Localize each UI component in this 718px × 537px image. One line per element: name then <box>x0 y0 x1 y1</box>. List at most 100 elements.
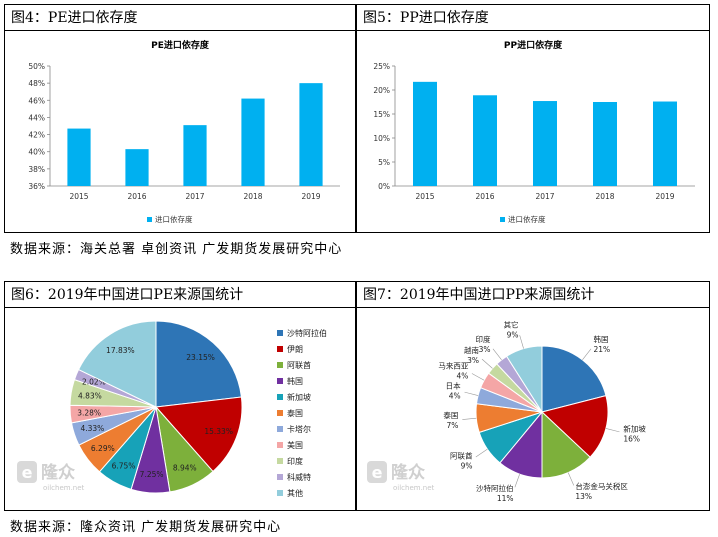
x-tick-label: 2015 <box>69 192 88 201</box>
slice-name-label: 马来西亚 <box>438 362 468 371</box>
legend-label: 印度 <box>287 456 303 466</box>
data-label: 3.28% <box>77 409 101 418</box>
leader-line <box>481 358 493 369</box>
y-tick-label: 42% <box>28 131 45 140</box>
y-tick-label: 50% <box>28 62 45 71</box>
data-label: 6.75% <box>112 462 136 471</box>
x-tick-label: 2018 <box>243 192 262 201</box>
data-label: 4% <box>456 372 468 381</box>
legend-label: 卡塔尔 <box>287 424 311 434</box>
legend-label: 其他 <box>287 488 303 498</box>
data-label: 4% <box>449 392 461 401</box>
legend-swatch <box>277 442 283 448</box>
data-label: 15.33% <box>204 427 233 436</box>
leader-line <box>605 428 620 433</box>
legend-swatch <box>277 378 283 384</box>
legend-swatch <box>277 410 283 416</box>
y-tick-label: 5% <box>378 158 390 167</box>
legend-swatch <box>277 490 283 496</box>
y-tick-label: 0% <box>378 182 390 191</box>
watermark-site: oilchem.net <box>43 484 85 492</box>
watermark-brand: 隆众 <box>41 462 76 483</box>
pie-slice <box>154 396 243 473</box>
pie-slice <box>541 345 607 413</box>
legend-swatch <box>277 330 283 336</box>
bar <box>533 101 557 186</box>
slice-name-label: 越南 <box>464 345 479 355</box>
x-tick-label: 2019 <box>301 192 320 201</box>
x-tick-label: 2017 <box>535 192 554 201</box>
legend-swatch <box>277 474 283 480</box>
panel-title: 图5：PP进口依存度 <box>357 5 709 31</box>
data-label: 3% <box>467 356 479 365</box>
slice-name-label: 泰国 <box>443 410 458 420</box>
source-note: 数据来源：海关总署 卓创资讯 广发期货发展研究中心 <box>10 242 343 257</box>
slice-name-label: 新加坡 <box>623 423 646 433</box>
legend-label: 进口依存度 <box>155 214 193 224</box>
panel-fig5: 图5：PP进口依存度 PP进口依存度 0% 5% 10% 15% 20% 25% 2015 20… <box>356 4 710 233</box>
slice-name-label: 其它 <box>504 319 519 329</box>
leader-line <box>519 335 524 349</box>
panel-fig6: 图6：2019年中国进口PE来源国统计 e 隆众 oilchem.net 23.15%… <box>4 281 356 511</box>
leader-line <box>567 472 575 486</box>
data-label: 4.83% <box>78 392 102 401</box>
panel-title: 图7：2019年中国进口PP来源国统计 <box>357 282 709 308</box>
bar <box>653 101 677 186</box>
legend-label: 进口依存度 <box>508 214 546 224</box>
bar <box>473 95 497 186</box>
watermark-logo-letter: e <box>22 463 33 482</box>
legend-swatch <box>277 426 283 432</box>
watermark-logo-icon <box>17 461 37 483</box>
data-label: 9% <box>461 461 473 470</box>
y-tick-label: 20% <box>373 86 390 95</box>
y-tick-label: 38% <box>28 165 45 174</box>
pp-dependency-chart: PP进口依存度 0% 5% 10% 15% 20% 25% 2015 2016 2017 2018 2… <box>373 39 695 224</box>
y-tick-label: 25% <box>373 62 390 71</box>
pe-dependency-chart: PE进口依存度 36% 38% 40% 42% 44% 46% 48% 50% 2015 2016 2… <box>28 39 340 224</box>
watermark-brand: 隆众 <box>391 462 426 483</box>
data-label: 11% <box>497 494 514 503</box>
pie-slice <box>540 394 609 458</box>
legend-swatch <box>277 346 283 352</box>
leader-line <box>475 448 488 458</box>
leader-line <box>471 373 485 381</box>
legend-label: 科威特 <box>287 472 311 482</box>
bar <box>593 102 617 186</box>
leader-line <box>464 391 479 396</box>
x-tick-label: 2018 <box>595 192 614 201</box>
watermark-site: oilchem.net <box>393 484 435 492</box>
panel-fig4: 图4：PE进口依存度 PE进口依存度 36% 38% 40% 42% 44% 46% 48% 5… <box>4 4 356 233</box>
leader-line <box>582 348 592 361</box>
x-tick-label: 2015 <box>415 192 434 201</box>
panel-fig7: 图7：2019年中国进口PP来源国统计 e 隆众 oilchem.net 韩国 21% 新… <box>356 281 710 511</box>
bar <box>413 81 437 186</box>
panel-title: 图6：2019年中国进口PE来源国统计 <box>5 282 355 308</box>
legend-label: 阿联酋 <box>287 360 311 370</box>
legend-label: 新加坡 <box>287 392 311 402</box>
legend-swatch <box>277 458 283 464</box>
data-label: 21% <box>593 345 610 354</box>
data-label: 17.83% <box>106 346 135 355</box>
legend-label: 美国 <box>287 440 303 450</box>
chart-title: PE进口依存度 <box>151 39 210 51</box>
chart-title: PP进口依存度 <box>504 39 563 51</box>
watermark-logo-letter: e <box>372 463 383 482</box>
legend-swatch <box>277 362 283 368</box>
x-tick-label: 2019 <box>655 192 674 201</box>
bar <box>125 149 149 186</box>
slice-name-label: 沙特阿拉伯 <box>476 483 514 493</box>
data-label: 8.94% <box>173 464 197 473</box>
slice-name-label: 韩国 <box>593 334 608 344</box>
panel-title: 图4：PE进口依存度 <box>5 5 355 31</box>
legend-swatch <box>147 217 152 222</box>
leader-line <box>492 348 502 361</box>
data-label: 23.15% <box>186 353 215 362</box>
y-tick-label: 46% <box>28 96 45 105</box>
y-tick-label: 48% <box>28 79 45 88</box>
source-note: 数据来源：隆众资讯 广发期货发展研究中心 <box>10 520 282 535</box>
slice-name-label: 日本 <box>446 381 461 391</box>
bar <box>183 125 207 186</box>
y-tick-label: 36% <box>28 182 45 191</box>
data-label: 16% <box>623 434 640 443</box>
